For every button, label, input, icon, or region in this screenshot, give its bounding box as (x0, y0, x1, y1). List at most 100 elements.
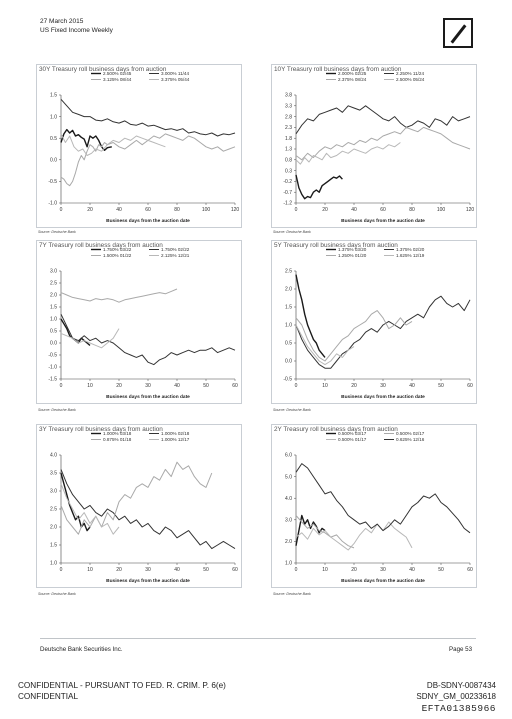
y-tick-label: 3.3 (285, 104, 292, 110)
x-tick-label: 30 (380, 567, 386, 573)
x-tick-label: 40 (409, 567, 415, 573)
x-tick-label: 60 (467, 567, 473, 573)
x-tick-label: 120 (466, 207, 475, 213)
x-tick-label: 80 (409, 207, 415, 213)
y-tick-label: 0.0 (50, 341, 57, 347)
chart-30y-roll: 30Y Treasury roll business days from auc… (36, 64, 242, 228)
legend-label: 3.125% 08/44 (103, 77, 132, 82)
y-tick-label: 3.5 (50, 471, 57, 477)
confidential-notice: CONFIDENTIAL - PURSUANT TO FED. R. CRIM.… (18, 681, 226, 690)
x-tick-label: 120 (231, 207, 240, 213)
chart-source: Source: Deutsche Bank (273, 230, 311, 234)
y-tick-label: 1.0 (50, 114, 57, 120)
x-tick-label: 60 (467, 383, 473, 389)
legend-label: 1.500% 01/22 (103, 253, 132, 258)
series-line (295, 324, 355, 366)
x-tick-label: 10 (87, 383, 93, 389)
series-line (295, 310, 413, 362)
legend-label: 2.500% 02/45 (103, 71, 132, 76)
y-tick-label: -0.5 (283, 377, 292, 383)
x-tick-label: 50 (203, 383, 209, 389)
chart-source: Source: Deutsche Bank (38, 592, 76, 596)
x-tick-label: 50 (203, 567, 209, 573)
y-tick-label: 0.5 (50, 329, 57, 335)
legend-label: 1.250% 01/20 (338, 253, 367, 258)
x-tick-label: 60 (380, 207, 386, 213)
chart-source: Source: Deutsche Bank (38, 408, 76, 412)
x-tick-label: 30 (380, 383, 386, 389)
x-tick-label: 40 (174, 567, 180, 573)
y-tick-label: 2.0 (285, 539, 292, 545)
chart-title: 7Y Treasury roll business days from auct… (39, 242, 163, 249)
y-tick-label: -1.2 (283, 201, 292, 207)
x-tick-label: 30 (145, 383, 151, 389)
legend-label: 2.000% 02/25 (338, 71, 367, 76)
x-tick-label: 10 (322, 567, 328, 573)
confidential-label: CONFIDENTIAL (18, 692, 79, 701)
chart-10y-roll: 10Y Treasury roll business days from auc… (271, 64, 477, 228)
series-line (295, 142, 401, 165)
y-tick-label: 2.0 (50, 293, 57, 299)
x-tick-label: 40 (116, 207, 122, 213)
y-tick-label: 2.5 (285, 269, 292, 275)
chart-10y-svg: 2.000% 02/25 2.250% 11/24 2.375% 08/24 2.50… (283, 71, 475, 224)
chart-2y-roll: 2Y Treasury roll business days from auct… (271, 424, 477, 588)
legend-label: 0.500% 02/17 (396, 431, 425, 436)
chart-30y-svg: 2.500% 02/45 3.000% 11/44 3.125% 08/44 3.37… (48, 71, 240, 224)
series-line (60, 288, 178, 303)
chart-3y-svg: 1.000% 03/18 1.000% 02/18 0.875% 01/18 1.00… (50, 431, 238, 584)
series-line (295, 105, 471, 135)
y-tick-label: 1.5 (50, 305, 57, 311)
footer-divider (40, 638, 476, 639)
chart-source: Source: Deutsche Bank (38, 230, 76, 234)
y-tick-label: 2.8 (285, 114, 292, 120)
y-tick-label: 1.5 (50, 93, 57, 99)
chart-title: 3Y Treasury roll business days from auct… (39, 426, 163, 433)
x-axis-label: Business days from the auction date (106, 578, 190, 584)
y-tick-label: 2.5 (50, 507, 57, 513)
y-tick-label: 0.5 (285, 341, 292, 347)
x-tick-label: 0 (295, 567, 298, 573)
chart-title: 2Y Treasury roll business days from auct… (274, 426, 398, 433)
x-tick-label: 50 (438, 567, 444, 573)
series-line (60, 461, 213, 535)
legend-label: 1.625% 12/19 (396, 253, 425, 258)
chart-7y-roll: 7Y Treasury roll business days from auct… (36, 240, 242, 404)
chart-source: Source: Deutsche Bank (273, 408, 311, 412)
x-axis-label: Business days from the auction date (106, 394, 190, 400)
y-tick-label: 1.0 (50, 317, 57, 323)
legend-label: 1.750% 02/22 (161, 247, 190, 252)
legend-label: 1.375% 02/20 (396, 247, 425, 252)
y-tick-label: 2.0 (285, 287, 292, 293)
y-tick-label: -1.0 (48, 365, 57, 371)
legend-label: 2.375% 08/24 (338, 77, 367, 82)
series-line (60, 133, 166, 156)
report-date: 27 March 2015 (40, 18, 84, 25)
y-tick-label: -1.5 (48, 377, 57, 383)
series-line (60, 472, 91, 532)
bates-number-sdny: SDNY_GM_00233618 (416, 692, 496, 701)
legend-label: 1.375% 03/20 (338, 247, 367, 252)
y-tick-label: 5.0 (285, 474, 292, 480)
series-line (60, 469, 236, 550)
x-tick-label: 60 (145, 207, 151, 213)
legend-label: 3.000% 11/44 (161, 71, 189, 76)
x-axis-label: Business days from the auction date (341, 394, 425, 400)
series-line (60, 133, 236, 187)
page-number: Page 53 (449, 646, 473, 653)
chart-5y-roll: 5Y Treasury roll business days from auct… (271, 240, 477, 404)
x-tick-label: 20 (116, 383, 122, 389)
legend-label: 1.000% 02/18 (161, 431, 190, 436)
chart-2y-svg: 0.500% 03/17 0.500% 02/17 0.500% 01/17 0.62… (285, 431, 473, 584)
chart-title: 5Y Treasury roll business days from auct… (274, 242, 398, 249)
x-tick-label: 20 (351, 383, 357, 389)
chart-7y-svg: 1.750% 03/22 1.750% 02/22 1.500% 01/22 2.12… (48, 247, 238, 400)
x-tick-label: 20 (116, 567, 122, 573)
series-line (60, 328, 120, 349)
series-line (60, 98, 236, 137)
y-tick-label: 0.3 (285, 168, 292, 174)
series-line (295, 295, 471, 369)
y-tick-label: 2.3 (285, 125, 292, 131)
series-line (295, 126, 471, 161)
x-tick-label: 10 (322, 383, 328, 389)
